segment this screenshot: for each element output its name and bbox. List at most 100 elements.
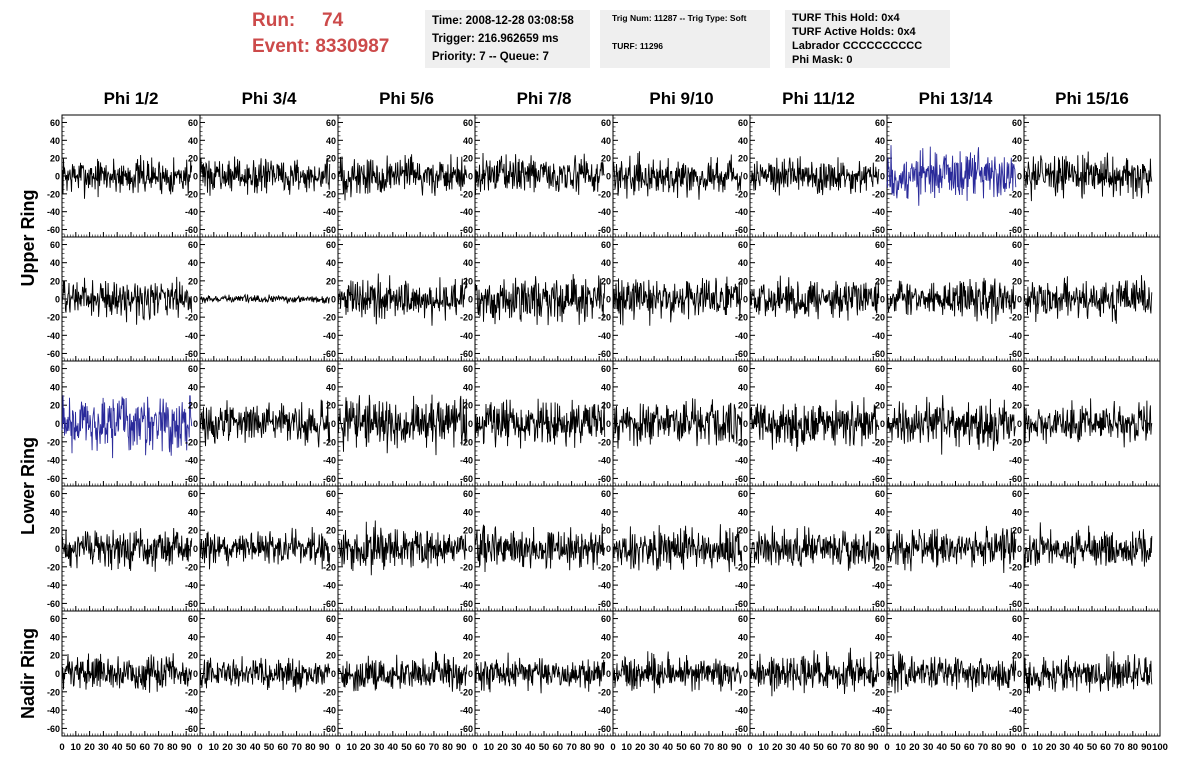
- y-tick-label: -20: [872, 189, 885, 199]
- y-tick-label: 40: [50, 258, 60, 268]
- waveform-trace: [474, 398, 606, 449]
- y-tick-label: 60: [875, 118, 885, 128]
- waveform-panel: -60 -40 -20 0 20 40 60: [460, 610, 614, 737]
- y-tick-label: -60: [323, 474, 336, 484]
- y-tick-label: 20: [1012, 526, 1022, 536]
- y-tick-label: 0: [743, 669, 748, 679]
- column-label: Phi 7/8: [517, 89, 572, 108]
- y-tick-label: 20: [738, 401, 748, 411]
- row-group-label: Lower Ring: [18, 437, 38, 535]
- y-tick-label: 0: [55, 669, 60, 679]
- x-tick-label: 50: [126, 742, 137, 753]
- y-tick-label: 20: [738, 154, 748, 164]
- y-tick-label: -40: [598, 456, 611, 466]
- y-tick-label: -60: [598, 599, 611, 609]
- x-tick-label: 100: [1152, 742, 1168, 753]
- waveform-panel: -60 -40 -20 0 20 40 60: [598, 114, 751, 238]
- y-tick-label: 0: [193, 295, 198, 305]
- y-tick-label: -40: [1009, 581, 1022, 591]
- x-tick-label: 40: [800, 742, 811, 753]
- trigger-info-panel: Trig Num: 11287 -- Trig Type: Soft TURF:…: [600, 10, 770, 68]
- y-tick-label: 40: [326, 632, 336, 642]
- y-tick-label: 60: [738, 118, 748, 128]
- y-tick-label: 20: [1012, 154, 1022, 164]
- column-label: Phi 5/6: [379, 89, 434, 108]
- y-tick-label: 0: [1017, 172, 1022, 182]
- y-tick-label: -40: [323, 581, 336, 591]
- waveform-panel: -60 -40 -20 0 20 40 60: [598, 485, 751, 612]
- y-tick-label: -60: [598, 724, 611, 734]
- y-tick-label: -20: [872, 687, 885, 697]
- waveform-trace: [199, 656, 331, 693]
- waveform-panel: -60 -40 -20 0 20 40 60: [47, 114, 201, 238]
- y-tick-label: 40: [326, 382, 336, 392]
- y-tick-label: -20: [460, 189, 473, 199]
- x-tick-label: 70: [566, 742, 577, 753]
- row-group-label: Nadir Ring: [18, 628, 38, 719]
- waveform-trace: [612, 651, 742, 694]
- y-tick-label: -40: [460, 207, 473, 217]
- x-tick-label: 80: [717, 742, 728, 753]
- y-tick-label: -60: [460, 349, 473, 359]
- waveform-panel: -60 -40 -20 0 20 40 60: [185, 114, 339, 238]
- y-tick-label: -40: [1009, 706, 1022, 716]
- y-tick-label: -20: [735, 687, 748, 697]
- y-tick-label: -40: [323, 331, 336, 341]
- y-tick-label: -20: [47, 562, 60, 572]
- y-tick-label: 60: [50, 489, 60, 499]
- run-line: Run: 74: [252, 8, 417, 34]
- y-tick-label: -60: [47, 474, 60, 484]
- x-tick-label: 30: [511, 742, 522, 753]
- y-tick-label: -40: [47, 207, 60, 217]
- y-tick-label: 0: [606, 172, 611, 182]
- y-tick-label: -20: [460, 687, 473, 697]
- x-tick-label: 30: [649, 742, 660, 753]
- y-tick-label: 0: [331, 544, 336, 554]
- y-tick-label: 20: [326, 276, 336, 286]
- y-tick-label: 60: [1012, 364, 1022, 374]
- x-tick-label: 80: [854, 742, 865, 753]
- x-tick-label: 0: [472, 742, 477, 753]
- column-label: Phi 11/12: [782, 89, 855, 108]
- y-tick-label: 40: [875, 258, 885, 268]
- y-tick-label: 20: [875, 154, 885, 164]
- turf-info-panel: TURF This Hold: 0x4 TURF Active Holds: 0…: [785, 10, 950, 68]
- y-tick-label: 60: [326, 118, 336, 128]
- x-tick-label: 20: [222, 742, 233, 753]
- y-tick-label: -40: [735, 456, 748, 466]
- y-tick-label: -60: [185, 724, 198, 734]
- waveform-trace: [1023, 275, 1153, 324]
- y-tick-label: 0: [880, 172, 885, 182]
- waveform-panel: -60 -40 -20 0 20 40 60: [323, 114, 476, 238]
- y-tick-label: -20: [47, 313, 60, 323]
- y-tick-label: -20: [460, 437, 473, 447]
- y-tick-label: 40: [601, 507, 611, 517]
- y-tick-label: 40: [326, 258, 336, 268]
- y-tick-label: -60: [47, 225, 60, 235]
- waveform-trace: [886, 277, 1017, 325]
- y-tick-label: 20: [50, 526, 60, 536]
- turf-this-hold: TURF This Hold: 0x4: [792, 12, 900, 24]
- y-tick-label: 0: [468, 172, 473, 182]
- y-tick-label: 20: [326, 526, 336, 536]
- waveform-panel: -60 -40 -20 0 20 40 60: [185, 610, 339, 737]
- y-tick-label: 60: [188, 489, 198, 499]
- y-tick-label: 0: [1017, 419, 1022, 429]
- x-tick-label: 60: [1100, 742, 1111, 753]
- y-tick-label: -20: [1009, 313, 1022, 323]
- y-tick-label: 60: [738, 364, 748, 374]
- waveform-trace: [61, 276, 193, 325]
- trigger-line: Trigger: 216.962659 ms: [432, 33, 559, 45]
- waveform-panel: -60 -40 -20 0 20 40 60: [872, 610, 1025, 737]
- x-tick-label: 70: [153, 742, 164, 753]
- y-tick-label: -20: [1009, 189, 1022, 199]
- y-tick-label: -40: [185, 207, 198, 217]
- y-tick-label: -60: [872, 599, 885, 609]
- y-tick-label: 60: [50, 240, 60, 250]
- y-tick-label: -60: [323, 225, 336, 235]
- y-tick-label: -20: [735, 562, 748, 572]
- y-tick-label: 40: [463, 632, 473, 642]
- y-tick-label: 40: [463, 136, 473, 146]
- x-tick-label: 80: [305, 742, 316, 753]
- x-tick-label: 10: [484, 742, 495, 753]
